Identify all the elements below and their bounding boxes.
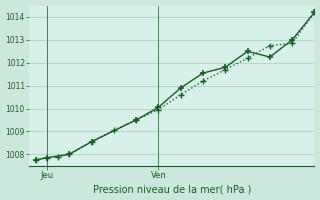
X-axis label: Pression niveau de la mer( hPa ): Pression niveau de la mer( hPa ) (92, 184, 251, 194)
